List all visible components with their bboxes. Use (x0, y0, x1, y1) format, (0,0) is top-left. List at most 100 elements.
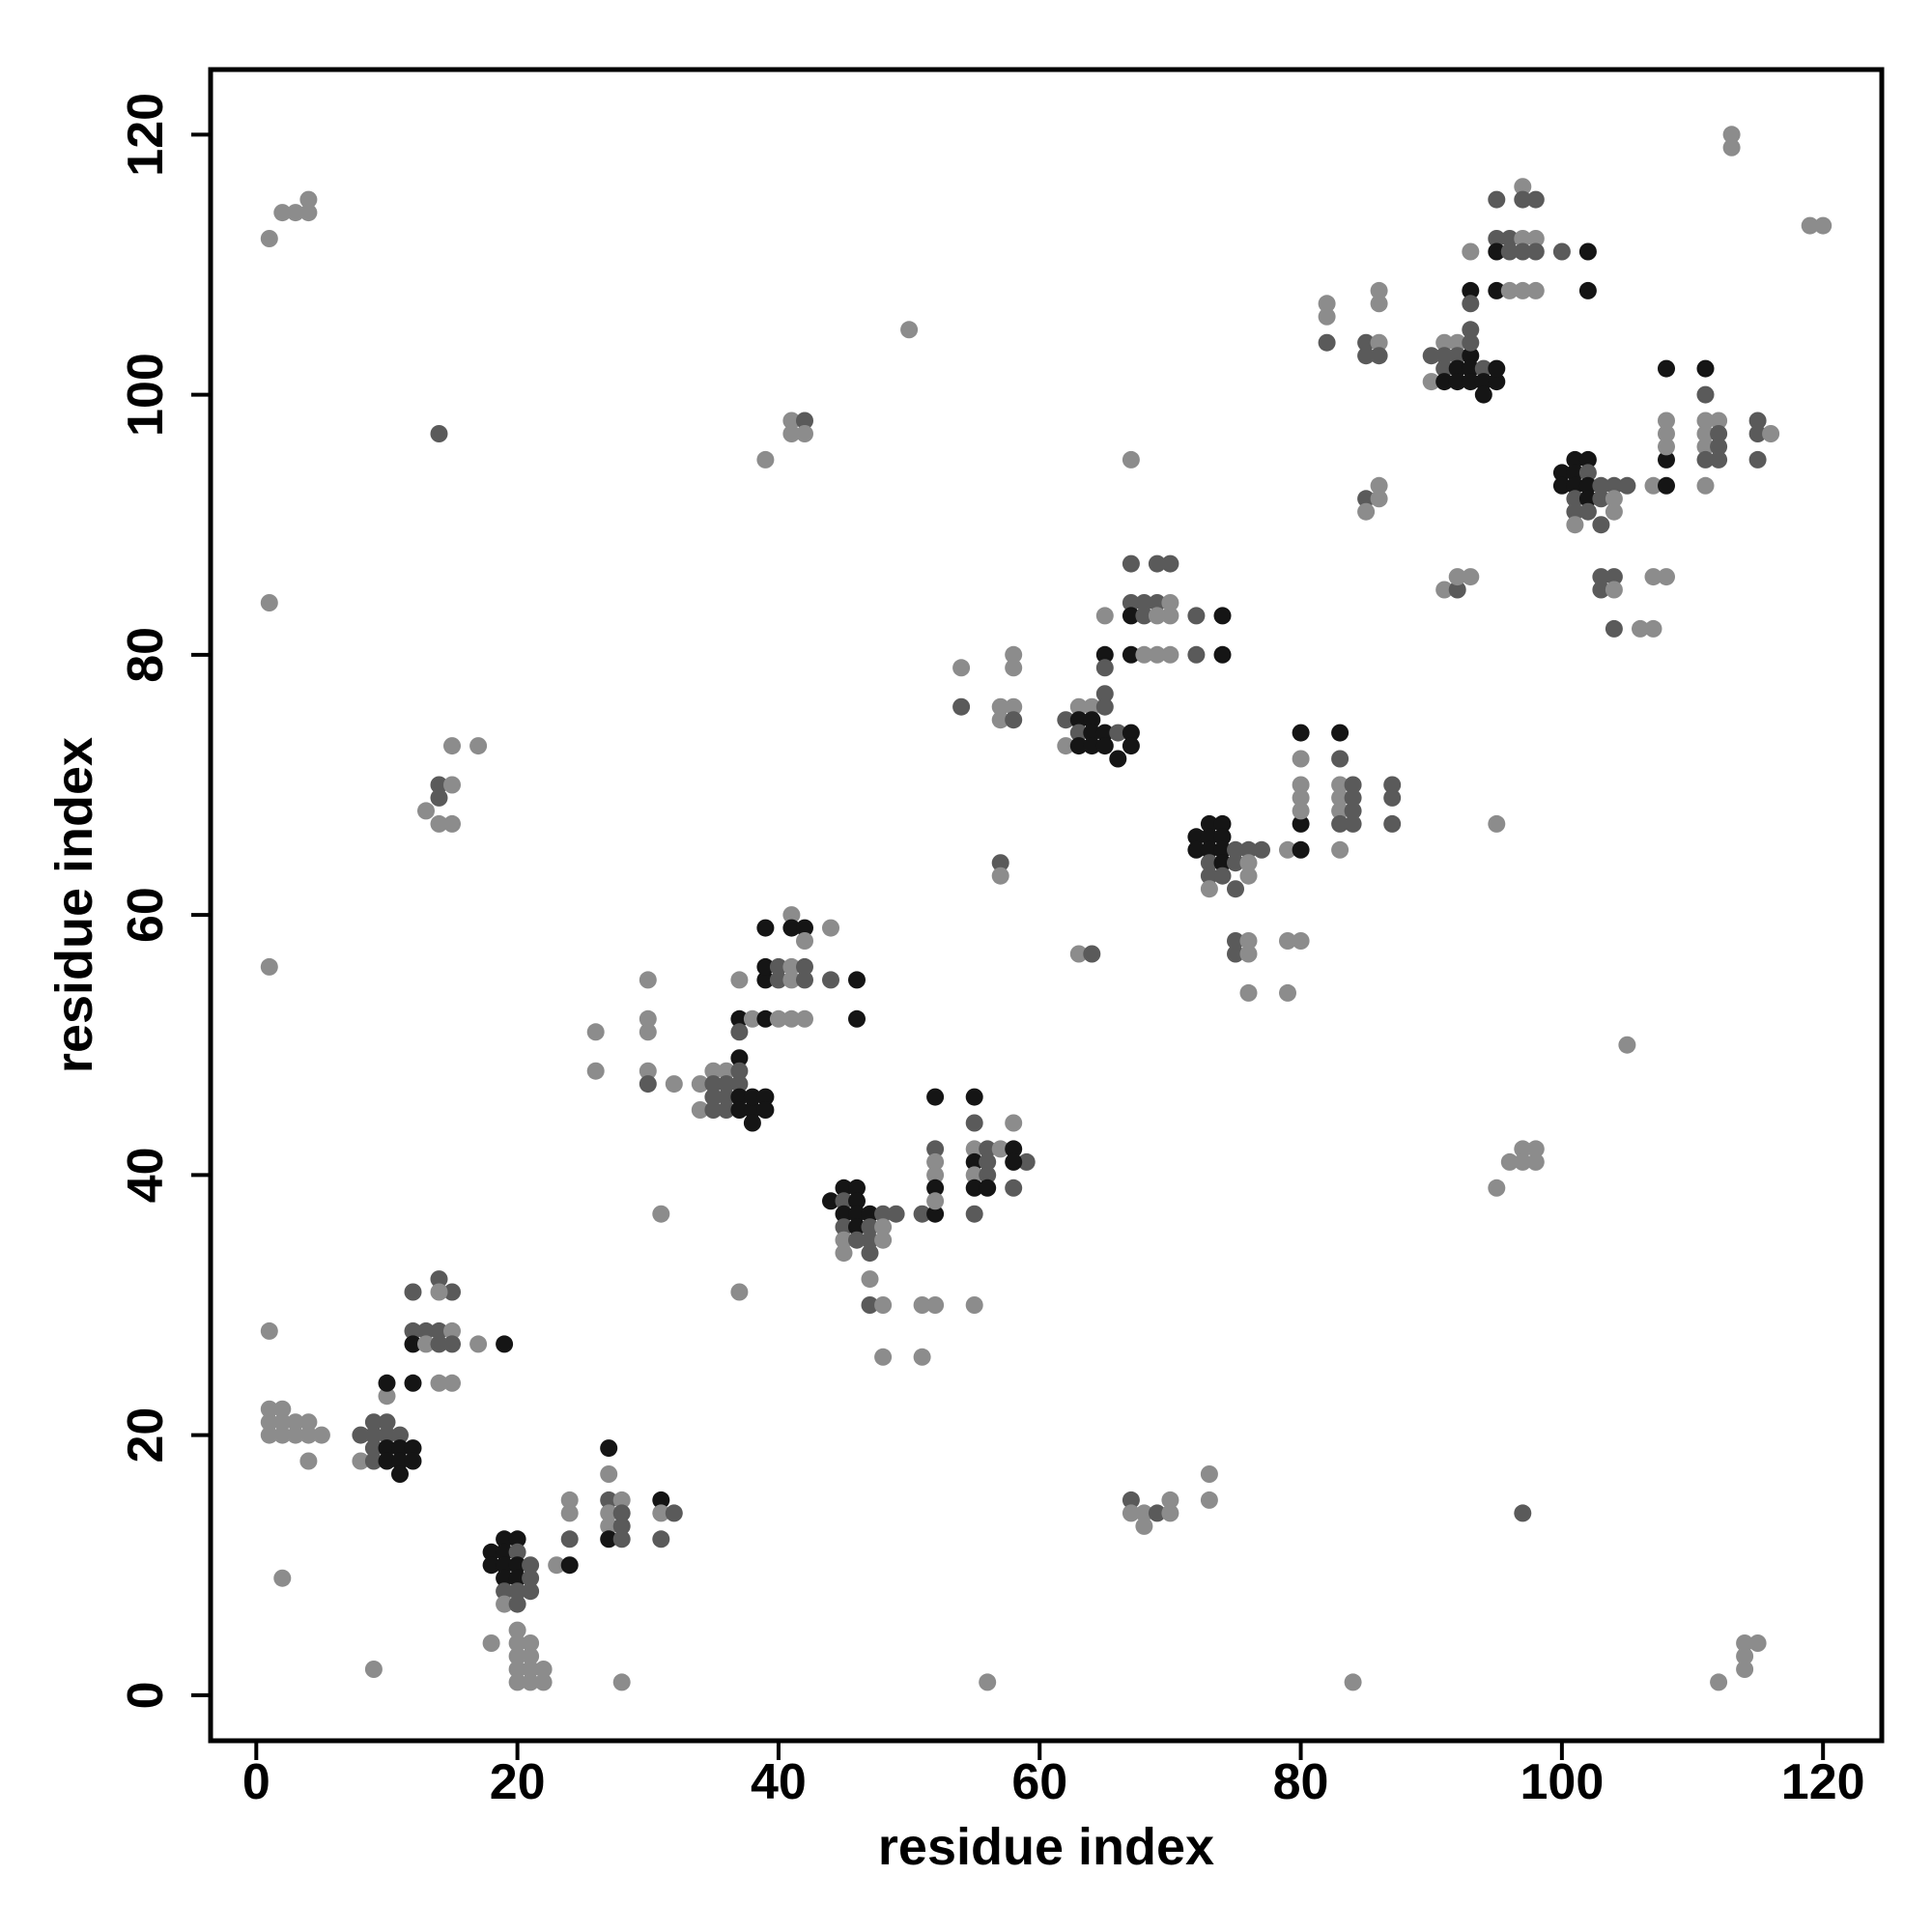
contact-point (1748, 412, 1767, 430)
contact-point (639, 1023, 657, 1041)
contact-point (1762, 425, 1780, 442)
contact-point (1095, 697, 1114, 716)
contact-point (286, 204, 304, 222)
contact-point (1736, 1634, 1754, 1652)
contact-point (1370, 295, 1388, 313)
contact-point (704, 1101, 723, 1119)
contact-point (730, 971, 749, 989)
contact-point (586, 1023, 605, 1041)
contact-point (1005, 1140, 1023, 1158)
contact-point (534, 1661, 553, 1678)
contact-point (1462, 347, 1480, 365)
contact-point (260, 1400, 278, 1418)
contact-point (1448, 333, 1466, 352)
contact-point (1696, 412, 1715, 430)
contact-point (1213, 867, 1232, 885)
contact-point (1083, 711, 1101, 729)
contact-point (1696, 359, 1715, 378)
contact-point (1122, 607, 1140, 625)
contact-point (1161, 554, 1179, 573)
contact-point (796, 957, 813, 976)
contact-point (835, 1218, 853, 1236)
contact-point (848, 1218, 866, 1236)
contact-point (1488, 230, 1506, 247)
contact-point (1069, 697, 1088, 716)
contact-point (1578, 242, 1597, 261)
contact-point (1122, 1491, 1140, 1509)
contact-point (782, 412, 801, 430)
contact-point (1566, 450, 1584, 469)
contact-point (1357, 490, 1376, 508)
contact-point (1592, 516, 1610, 534)
contact-point (1370, 333, 1388, 352)
contact-point (391, 1426, 409, 1444)
contact-point (1239, 854, 1258, 872)
contact-point (1122, 594, 1140, 611)
contact-point (1161, 607, 1179, 625)
contact-point (639, 971, 657, 989)
contact-point (1200, 814, 1218, 833)
contact-point (717, 1101, 735, 1119)
contact-point (743, 1114, 761, 1132)
x-axis-title: residue index (878, 1818, 1214, 1876)
contact-point (1500, 242, 1519, 261)
contact-point (1370, 490, 1388, 508)
contact-point (508, 1661, 526, 1678)
contact-point (1069, 724, 1088, 742)
contact-point (743, 1101, 761, 1119)
contact-point (991, 854, 1009, 872)
contact-point (548, 1556, 566, 1575)
contact-point (861, 1218, 879, 1236)
contact-point (1187, 607, 1206, 625)
contact-point (965, 1296, 983, 1314)
contact-point (691, 1101, 709, 1119)
contact-point (496, 1595, 514, 1613)
x-tick-label: 80 (1273, 1754, 1329, 1810)
contact-point (1488, 242, 1506, 261)
contact-point (1462, 333, 1480, 352)
contact-point (952, 659, 971, 677)
contact-point (652, 1504, 670, 1522)
contact-point (965, 1205, 983, 1223)
contact-point (796, 425, 813, 442)
contact-point (496, 1582, 514, 1601)
contact-point (1227, 932, 1244, 950)
contact-point (1109, 750, 1127, 768)
contact-point (1292, 932, 1310, 950)
y-tick-label: 120 (118, 93, 174, 177)
contact-point (508, 1556, 526, 1575)
x-tick-label: 0 (242, 1754, 270, 1810)
contact-point (1526, 1140, 1545, 1158)
contact-point (1462, 242, 1480, 261)
contact-point (482, 1543, 500, 1561)
contact-point (430, 1321, 448, 1340)
contact-point (1331, 814, 1350, 833)
contact-point (1083, 697, 1101, 716)
contact-point (522, 1556, 540, 1575)
contact-point (1005, 1152, 1023, 1171)
contact-point (769, 957, 787, 976)
contact-point (756, 919, 775, 937)
contact-point (1722, 138, 1741, 156)
contact-point (1161, 645, 1179, 664)
contact-point (1435, 359, 1454, 378)
contact-point (1488, 373, 1506, 391)
contact-point (743, 1009, 761, 1028)
contact-point (430, 776, 448, 794)
contact-point (1213, 607, 1232, 625)
contact-point (1488, 281, 1506, 299)
contact-point (730, 1088, 749, 1106)
contact-point (378, 1387, 396, 1406)
contact-point (965, 1152, 983, 1171)
contact-point (1514, 242, 1532, 261)
y-tick-label: 100 (118, 353, 174, 437)
contact-point (352, 1452, 370, 1470)
x-tick-label: 40 (751, 1754, 807, 1810)
contact-point (1200, 828, 1218, 846)
contact-point (1462, 321, 1480, 339)
contact-point (1239, 840, 1258, 859)
contact-point (1344, 788, 1362, 807)
contact-point (835, 1192, 853, 1210)
contact-point (404, 1335, 422, 1353)
